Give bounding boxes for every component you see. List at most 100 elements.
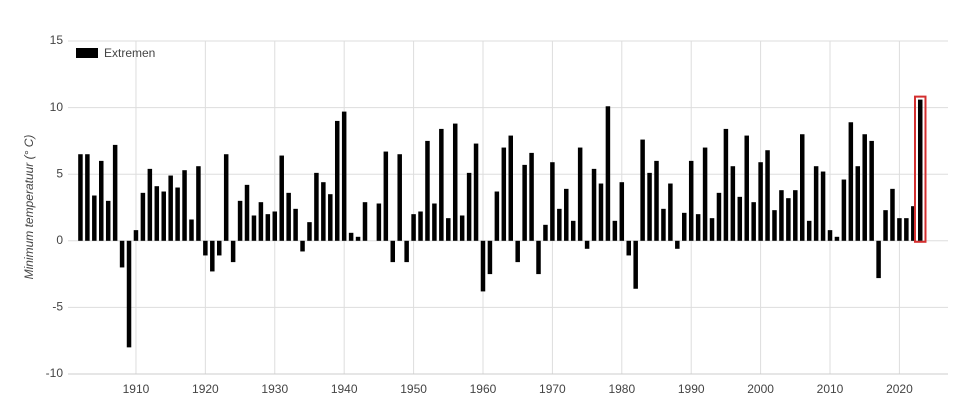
bar	[210, 240, 215, 272]
bar	[661, 208, 666, 241]
bar	[675, 240, 680, 249]
bar	[300, 240, 305, 252]
bar	[841, 179, 847, 241]
x-tick-label: 1990	[678, 382, 705, 396]
x-tick-label: 1940	[331, 382, 358, 396]
y-tick-label: -5	[52, 300, 63, 314]
bar	[654, 160, 659, 241]
bar	[911, 206, 916, 241]
bar	[404, 240, 409, 263]
bar	[154, 186, 160, 241]
bar	[765, 150, 770, 241]
bar	[591, 168, 597, 241]
bar	[189, 219, 194, 241]
bar	[557, 208, 562, 241]
bar	[494, 191, 500, 241]
x-tick-label: 2000	[747, 382, 774, 396]
bar	[217, 240, 222, 256]
bar	[418, 211, 423, 241]
bar	[78, 154, 83, 241]
bar	[709, 218, 715, 241]
bar	[92, 195, 97, 241]
bar	[515, 240, 520, 263]
bar	[737, 196, 743, 241]
bar	[397, 154, 402, 241]
bar	[682, 212, 687, 241]
x-tick-label: 2020	[886, 382, 913, 396]
bar	[466, 172, 472, 241]
bar	[917, 99, 923, 241]
bar	[161, 191, 166, 241]
bar	[855, 166, 861, 241]
bar	[702, 147, 708, 241]
bar	[522, 164, 527, 241]
bar	[473, 143, 479, 241]
highlight-box	[913, 95, 927, 243]
bar	[376, 203, 382, 241]
bar	[286, 192, 291, 241]
bar	[133, 230, 139, 241]
x-tick-label: 1950	[400, 382, 427, 396]
x-tick-label: 1970	[539, 382, 566, 396]
bar	[890, 188, 895, 241]
bar	[446, 218, 451, 241]
bar	[876, 240, 881, 279]
bar	[175, 187, 180, 241]
bar	[383, 151, 389, 241]
bar	[820, 171, 826, 241]
bar	[341, 111, 347, 241]
y-tick-label: 5	[56, 166, 63, 180]
x-tick-label: 1930	[261, 382, 288, 396]
bar	[425, 140, 430, 241]
bar	[328, 194, 333, 241]
bar	[869, 140, 874, 241]
bar	[862, 134, 867, 241]
bar	[570, 220, 576, 241]
x-tick-label: 2010	[817, 382, 844, 396]
bar	[577, 147, 583, 241]
bar	[244, 184, 250, 241]
bar	[508, 135, 513, 241]
bar	[459, 215, 465, 241]
y-axis-label: Minimum temperatuur (° C)	[22, 135, 36, 280]
bar	[897, 218, 902, 241]
bar	[390, 240, 396, 263]
bar	[619, 182, 625, 241]
bar	[827, 230, 833, 241]
bar	[793, 190, 798, 241]
bar	[348, 232, 354, 241]
bar	[355, 236, 361, 241]
bar	[806, 220, 812, 241]
y-tick-label: 10	[50, 100, 64, 114]
legend-swatch	[76, 48, 98, 58]
bar	[779, 190, 784, 241]
bar	[168, 175, 173, 241]
bar	[147, 168, 153, 241]
bar	[223, 154, 229, 241]
bar	[786, 198, 791, 241]
bar	[688, 160, 694, 241]
bar	[293, 208, 298, 241]
bar	[612, 220, 618, 241]
bar	[536, 240, 541, 275]
x-tick-label: 1960	[470, 382, 497, 396]
bar	[626, 240, 631, 256]
bar	[584, 240, 590, 249]
x-tick-label: 1980	[608, 382, 635, 396]
bar	[813, 166, 819, 241]
bar	[640, 139, 645, 241]
bar	[695, 214, 701, 241]
bar	[751, 202, 756, 241]
bar	[723, 128, 729, 241]
bar	[258, 202, 264, 241]
bar	[647, 172, 652, 241]
bar	[119, 240, 125, 268]
bar	[480, 240, 486, 292]
y-tick-label: -10	[46, 366, 64, 380]
bar	[99, 160, 104, 241]
bar	[439, 128, 444, 241]
bar	[564, 188, 569, 241]
bar	[605, 106, 611, 241]
bar	[668, 183, 673, 241]
bar	[321, 182, 326, 241]
